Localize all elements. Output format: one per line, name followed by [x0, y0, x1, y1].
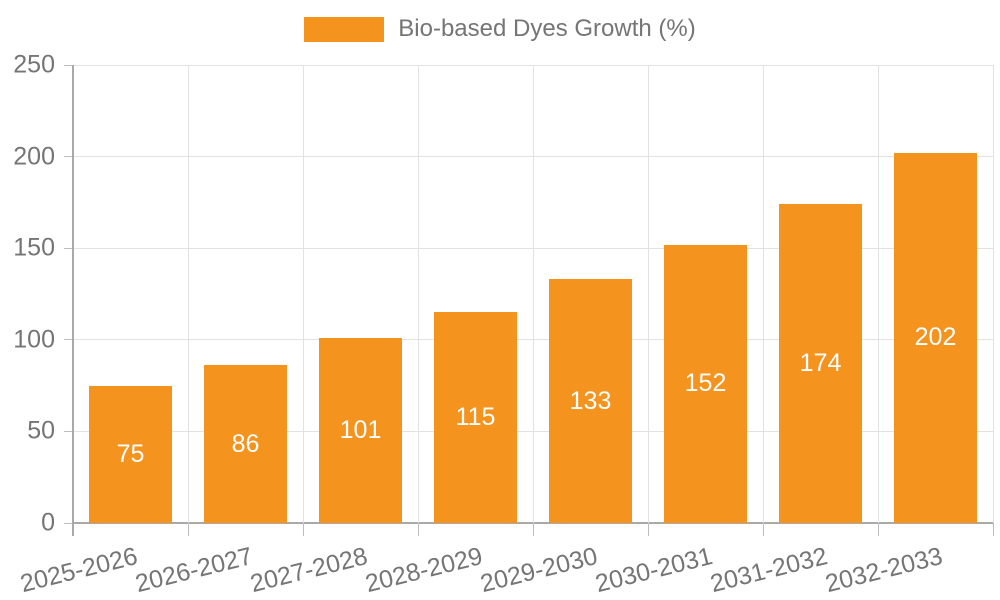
bar-value-label: 152	[684, 369, 727, 398]
bar-value-label: 101	[339, 415, 382, 444]
y-axis-line	[72, 65, 74, 536]
y-tick-mark	[64, 522, 73, 524]
x-axis-tick-label: 2031-2032	[707, 542, 831, 599]
bar-value-label: 202	[914, 323, 957, 352]
bar-2028-2029[interactable]: 115	[434, 312, 517, 523]
x-tick-mark	[302, 523, 304, 536]
x-tick-mark	[647, 523, 649, 536]
v-gridline	[647, 65, 649, 523]
v-gridline	[877, 65, 879, 523]
bar-value-label: 174	[799, 349, 842, 378]
v-gridline	[532, 65, 534, 523]
y-tick-mark	[64, 339, 73, 341]
bar-value-label: 133	[569, 386, 612, 415]
bar-2026-2027[interactable]: 86	[204, 365, 287, 523]
bar-2025-2026[interactable]: 75	[89, 385, 172, 523]
y-tick-mark	[64, 247, 73, 249]
bar-2027-2028[interactable]: 101	[319, 337, 402, 523]
x-axis-tick-label: 2025-2026	[17, 542, 141, 599]
y-axis-tick-label: 250	[13, 50, 55, 79]
x-tick-mark	[762, 523, 764, 536]
bar-2030-2031[interactable]: 152	[664, 244, 747, 523]
y-axis-tick-label: 50	[27, 416, 55, 445]
v-gridline	[302, 65, 304, 523]
y-axis-tick-label: 150	[13, 233, 55, 262]
v-gridline	[762, 65, 764, 523]
y-tick-mark	[64, 430, 73, 432]
bar-2029-2030[interactable]: 133	[549, 279, 632, 523]
bar-value-label: 115	[455, 403, 496, 432]
bar-2031-2032[interactable]: 174	[779, 204, 862, 523]
x-tick-mark	[877, 523, 879, 536]
x-tick-mark	[992, 523, 994, 536]
x-tick-mark	[417, 523, 419, 536]
bar-value-label: 86	[231, 429, 260, 458]
y-axis-tick-label: 0	[41, 508, 55, 537]
legend-item[interactable]: Bio-based Dyes Growth (%)	[0, 14, 1000, 44]
legend-label: Bio-based Dyes Growth (%)	[398, 15, 696, 42]
bar-2032-2033[interactable]: 202	[894, 152, 977, 523]
x-tick-mark	[532, 523, 534, 536]
x-axis-tick-label: 2026-2027	[132, 542, 256, 599]
v-gridline	[992, 65, 994, 523]
x-axis-tick-label: 2029-2030	[477, 542, 601, 599]
y-tick-mark	[64, 156, 73, 158]
legend-swatch	[304, 16, 385, 42]
x-axis-tick-label: 2032-2033	[822, 542, 946, 599]
x-axis-tick-label: 2030-2031	[592, 542, 716, 599]
v-gridline	[417, 65, 419, 523]
y-axis-tick-label: 200	[13, 142, 55, 171]
x-tick-mark	[187, 523, 189, 536]
y-axis-tick-label: 100	[13, 325, 55, 354]
v-gridline	[187, 65, 189, 523]
x-axis-tick-label: 2027-2028	[247, 542, 371, 599]
bar-value-label: 75	[116, 439, 145, 468]
y-tick-mark	[64, 64, 73, 66]
x-axis-tick-label: 2028-2029	[362, 542, 486, 599]
